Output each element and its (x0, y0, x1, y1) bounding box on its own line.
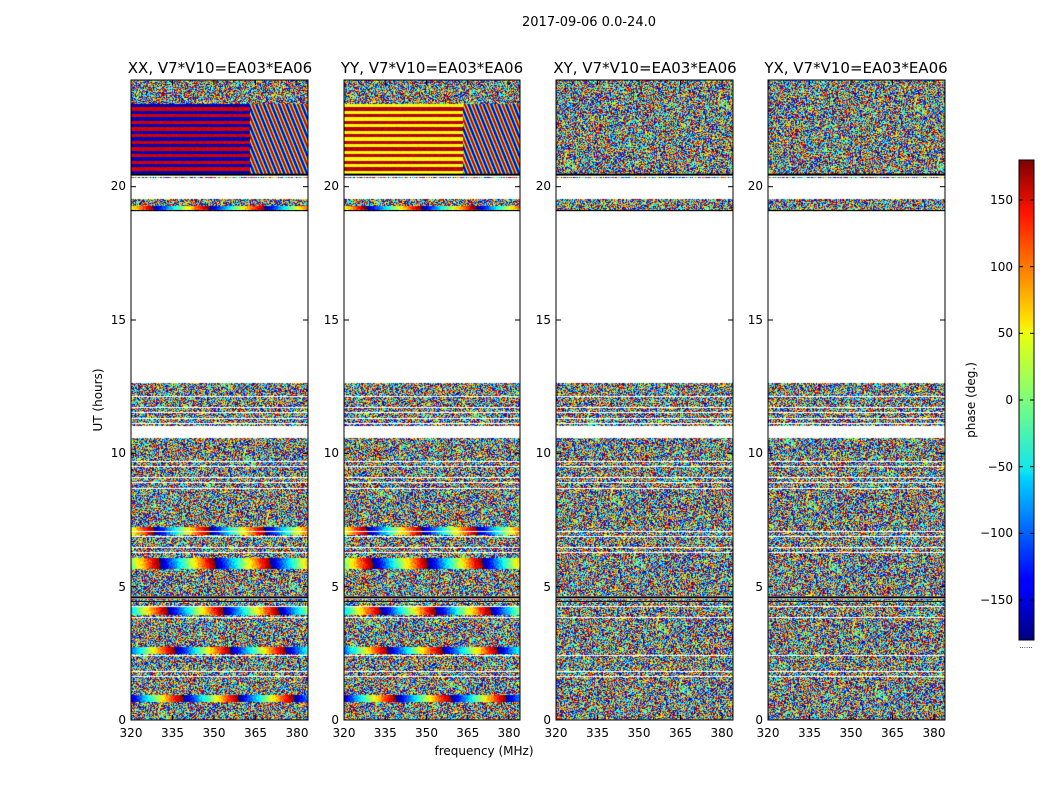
y-tick-labels: 0 5 10 15 20 (111, 179, 126, 727)
y-tick-label: 10 (748, 446, 763, 460)
heatmap-layer (343, 79, 521, 721)
colorbar: 150 100 50 0 −50 −100 −150 phase (deg.) … (964, 159, 1035, 650)
x-tick-label: 320 (120, 726, 143, 740)
y-tick-label: 0 (755, 713, 763, 727)
x-tick-label: 335 (798, 726, 821, 740)
heatmap-image (131, 80, 308, 720)
heatmap-layer (555, 79, 734, 721)
x-tick-label: 380 (498, 726, 521, 740)
y-tick-label: 15 (748, 313, 763, 327)
axes-frame (130, 79, 309, 721)
y-tick-labels: 0 5 10 15 20 (536, 179, 551, 727)
y-tick-label: 20 (324, 179, 339, 193)
y-tick-label: 10 (324, 446, 339, 460)
x-tick-label: 365 (669, 726, 692, 740)
x-tick-labels: 320 335 350 365 380 (333, 726, 521, 740)
heatmap-image (344, 80, 520, 720)
panel-title: YX, V7*V10=EA03*EA06 (763, 59, 947, 77)
x-tick-label: 335 (586, 726, 609, 740)
x-tick-label: 365 (244, 726, 267, 740)
y-tick-label: 5 (543, 580, 551, 594)
heatmap-layer (767, 79, 946, 721)
y-tick-label: 20 (748, 179, 763, 193)
y-tick-label: 0 (543, 713, 551, 727)
figure-suptitle: 2017-09-06 0.0-24.0 (522, 15, 656, 30)
axes-frame (767, 79, 946, 721)
panel-yy: YY, V7*V10=EA03*EA06 320 335 350 365 380… (324, 59, 523, 740)
x-tick-label: 350 (628, 726, 651, 740)
colorbar-ticks (1019, 199, 1034, 601)
x-tick-label: 365 (881, 726, 904, 740)
x-tick-label: 335 (161, 726, 184, 740)
heatmap-image (768, 80, 945, 720)
x-tick-labels: 320 335 350 365 380 (757, 726, 946, 740)
panel-xy: XY, V7*V10=EA03*EA06 320 335 350 365 380… (536, 59, 737, 740)
x-tick-labels: 320 335 350 365 380 (120, 726, 309, 740)
heatmap-layer (130, 79, 309, 721)
y-tick-label: 10 (536, 446, 551, 460)
y-tick-label: 10 (111, 446, 126, 460)
x-tick-label: 320 (333, 726, 356, 740)
axes-frame (555, 79, 734, 721)
x-tick-label: 365 (456, 726, 479, 740)
x-tick-label: 380 (286, 726, 309, 740)
x-axis-label: frequency (MHz) (434, 744, 533, 758)
y-tick-label: 20 (111, 179, 126, 193)
heatmap-image (556, 80, 733, 720)
x-tick-label: 350 (415, 726, 438, 740)
colorbar-tick-label: −100 (980, 526, 1013, 540)
colorbar-tick-label: 0 (1005, 393, 1013, 407)
x-tick-label: 320 (757, 726, 780, 740)
colorbar-tick-label: −50 (988, 460, 1013, 474)
y-tick-label: 5 (331, 580, 339, 594)
panel-title: XY, V7*V10=EA03*EA06 (553, 59, 736, 77)
panel-title: YY, V7*V10=EA03*EA06 (340, 59, 523, 77)
panel-title: XX, V7*V10=EA03*EA06 (128, 59, 312, 77)
y-tick-label: 5 (118, 580, 126, 594)
y-tick-label: 15 (111, 313, 126, 327)
x-tick-label: 380 (923, 726, 946, 740)
x-tick-labels: 320 335 350 365 380 (545, 726, 734, 740)
colorbar-tick-label: 150 (990, 193, 1013, 207)
colorbar-tick-label: −150 (980, 593, 1013, 607)
y-tick-label: 20 (536, 179, 551, 193)
y-tick-label: 0 (118, 713, 126, 727)
y-tick-label: 15 (324, 313, 339, 327)
y-tick-labels: 0 5 10 15 20 (748, 179, 763, 727)
x-tick-label: 350 (203, 726, 226, 740)
x-tick-label: 350 (840, 726, 863, 740)
y-axis-label: UT (hours) (91, 368, 105, 431)
x-tick-label: 320 (545, 726, 568, 740)
x-tick-label: 335 (374, 726, 397, 740)
x-tick-label: 380 (711, 726, 734, 740)
axes-frame (343, 79, 521, 721)
colorbar-label: phase (deg.) (964, 362, 978, 438)
colorbar-tick-label: 100 (990, 260, 1013, 274)
y-tick-label: 0 (331, 713, 339, 727)
panel-yx: YX, V7*V10=EA03*EA06 320 335 350 365 380… (748, 59, 948, 740)
panel-xx: XX, V7*V10=EA03*EA06 320 335 350 365 380… (111, 59, 313, 740)
y-tick-labels: 0 5 10 15 20 (324, 179, 339, 727)
colorbar-extra: ...... (1019, 642, 1032, 650)
y-tick-label: 15 (536, 313, 551, 327)
y-tick-label: 5 (755, 580, 763, 594)
colorbar-tick-label: 50 (998, 326, 1013, 340)
